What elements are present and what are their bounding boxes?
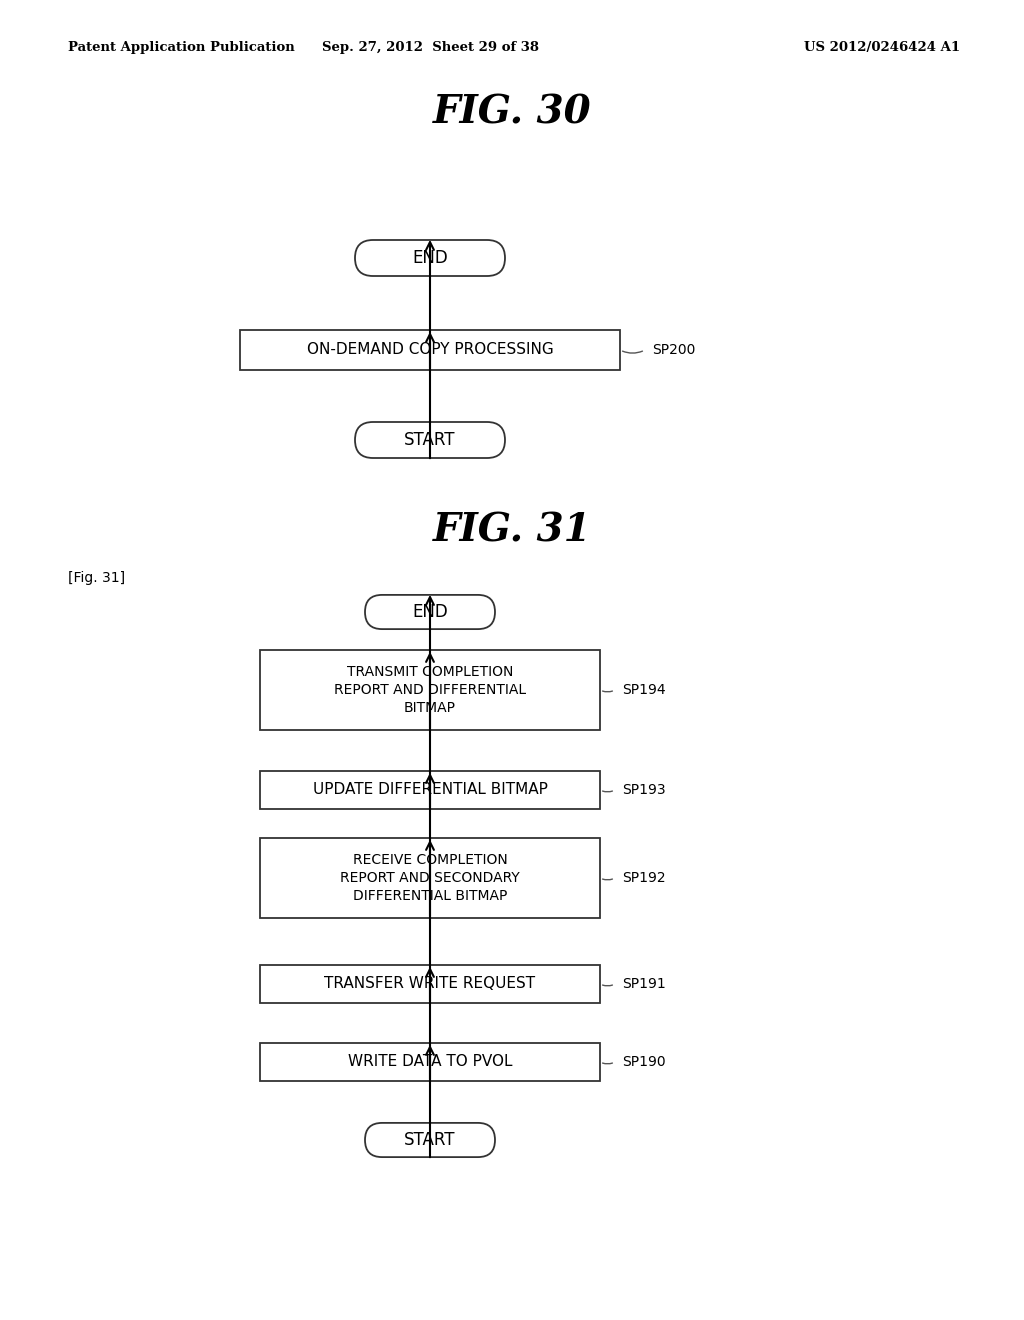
Text: END: END [412, 249, 447, 267]
Text: START: START [404, 432, 456, 449]
FancyBboxPatch shape [365, 1123, 495, 1158]
Text: SP192: SP192 [622, 871, 666, 884]
Text: Sep. 27, 2012  Sheet 29 of 38: Sep. 27, 2012 Sheet 29 of 38 [322, 41, 539, 54]
Bar [260, 1043, 600, 1081]
Text: FIG. 31: FIG. 31 [433, 511, 591, 549]
Text: ON-DEMAND COPY PROCESSING: ON-DEMAND COPY PROCESSING [306, 342, 553, 358]
Bar [240, 330, 620, 370]
Text: [Fig. 31]: [Fig. 31] [68, 572, 125, 585]
Text: TRANSMIT COMPLETION
REPORT AND DIFFERENTIAL
BITMAP: TRANSMIT COMPLETION REPORT AND DIFFERENT… [334, 664, 526, 715]
Text: TRANSFER WRITE REQUEST: TRANSFER WRITE REQUEST [325, 977, 536, 991]
Text: SP190: SP190 [622, 1055, 666, 1069]
FancyBboxPatch shape [365, 595, 495, 630]
Text: START: START [404, 1131, 456, 1148]
Text: US 2012/0246424 A1: US 2012/0246424 A1 [804, 41, 961, 54]
Text: WRITE DATA TO PVOL: WRITE DATA TO PVOL [348, 1055, 512, 1069]
Text: END: END [412, 603, 447, 620]
Text: UPDATE DIFFERENTIAL BITMAP: UPDATE DIFFERENTIAL BITMAP [312, 783, 548, 797]
Text: SP200: SP200 [652, 343, 695, 356]
Text: SP193: SP193 [622, 783, 666, 797]
Text: SP191: SP191 [622, 977, 666, 991]
Bar [260, 649, 600, 730]
Bar [260, 771, 600, 809]
Bar [260, 965, 600, 1003]
Text: SP194: SP194 [622, 682, 666, 697]
Bar [260, 838, 600, 917]
Text: FIG. 30: FIG. 30 [433, 92, 591, 131]
Text: Patent Application Publication: Patent Application Publication [68, 41, 295, 54]
FancyBboxPatch shape [355, 422, 505, 458]
FancyBboxPatch shape [355, 240, 505, 276]
Text: RECEIVE COMPLETION
REPORT AND SECONDARY
DIFFERENTIAL BITMAP: RECEIVE COMPLETION REPORT AND SECONDARY … [340, 853, 520, 903]
